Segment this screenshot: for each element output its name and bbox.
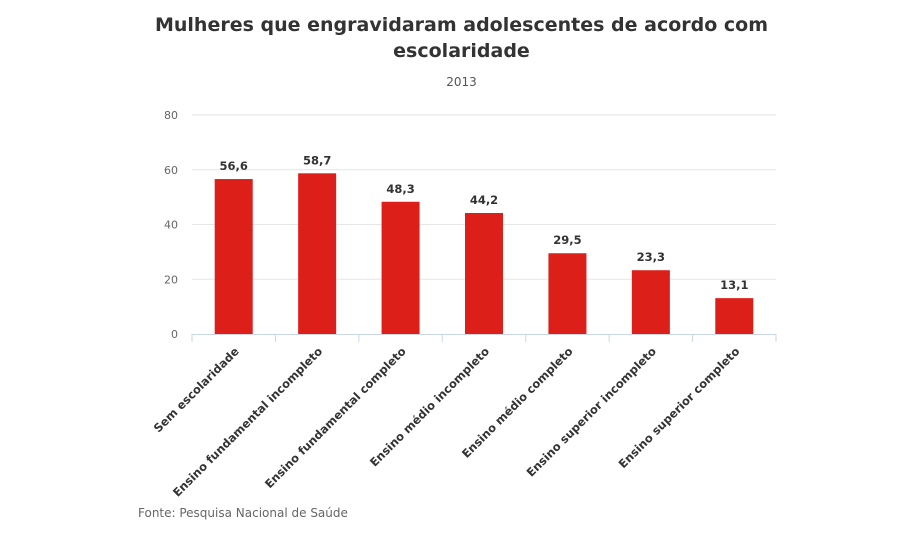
bar xyxy=(715,298,754,334)
data-label: 13,1 xyxy=(720,278,748,292)
y-tick-label: 20 xyxy=(164,273,178,286)
y-axis-label: Porcentagem de gravidez na adolescência xyxy=(141,74,155,348)
bar xyxy=(548,253,587,334)
bar xyxy=(298,173,337,334)
y-tick-label: 0 xyxy=(171,328,178,341)
data-label: 23,3 xyxy=(637,250,665,264)
x-tick-label: Ensino fundamental completo xyxy=(262,344,409,491)
data-label: 44,2 xyxy=(470,193,498,207)
y-tick-label: 40 xyxy=(164,219,178,232)
chart-title: Mulheres que engravidaram adolescentes d… xyxy=(154,14,769,62)
data-label: 48,3 xyxy=(386,182,414,196)
data-label: 56,6 xyxy=(220,159,248,173)
x-tick-label: Sem escolaridade xyxy=(151,344,242,435)
data-label: 29,5 xyxy=(553,233,581,247)
y-tick-label: 60 xyxy=(164,164,178,177)
chart-source: Fonte: Pesquisa Nacional de Saúde xyxy=(138,506,348,520)
bar xyxy=(465,213,503,334)
x-tick-label: Ensino superior incompleto xyxy=(524,344,659,479)
y-tick-label: 80 xyxy=(164,109,178,122)
bar xyxy=(214,179,253,334)
x-tick-label: Ensino fundamental incompleto xyxy=(170,344,325,499)
bar xyxy=(631,270,670,334)
bar xyxy=(381,201,420,334)
data-label: 58,7 xyxy=(303,153,331,167)
chart-subtitle: 2013 xyxy=(446,75,477,89)
